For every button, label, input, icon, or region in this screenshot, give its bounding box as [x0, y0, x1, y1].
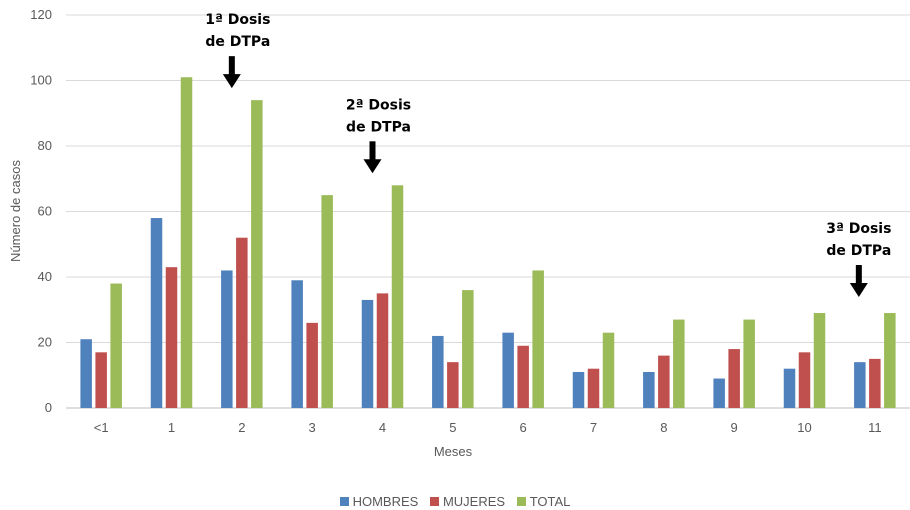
- y-tick-label: 60: [38, 204, 52, 219]
- bar-total-7: [602, 332, 615, 408]
- bar-total-6: [532, 270, 544, 408]
- bar-mujeres-3: [306, 322, 318, 408]
- down-arrow-head-icon: [849, 283, 868, 298]
- bar-mujeres-2: [236, 237, 248, 408]
- y-axis-label: Número de casos: [8, 160, 23, 262]
- bars: [80, 77, 896, 409]
- bar-chart: 0 20 40 60 80 100 120 <1 1 2 3 4 5 6 7 8 9 10 11 1ª Dosis d…: [8, 7, 910, 459]
- bar-hombres-7: [572, 371, 585, 408]
- bar-hombres-4: [361, 299, 374, 408]
- bar-hombres-5: [432, 335, 444, 408]
- bar-mujeres-lt1: [95, 352, 107, 408]
- legend-item-mujeres: MUJERES: [429, 494, 506, 509]
- bar-total-3: [321, 195, 333, 408]
- x-tick-label: 2: [238, 420, 245, 435]
- legend-swatch-hombres: [339, 497, 349, 506]
- x-tick-label: 1: [168, 420, 175, 435]
- bar-hombres-2: [221, 270, 233, 408]
- y-tick-label: 120: [30, 7, 52, 22]
- x-axis-label: Meses: [434, 444, 473, 459]
- y-tick-label: 80: [38, 138, 52, 153]
- bar-mujeres-1: [165, 267, 178, 408]
- annotation-text: de DTPa: [346, 119, 411, 135]
- x-tick-label: 6: [520, 420, 527, 435]
- bar-total-8: [673, 319, 685, 408]
- bar-hombres-1: [150, 218, 163, 408]
- legend-label-mujeres: MUJERES: [442, 494, 506, 509]
- legend-swatch-mujeres: [429, 497, 439, 506]
- bar-mujeres-5: [447, 362, 459, 408]
- bar-total-2: [251, 100, 263, 409]
- bar-mujeres-11: [869, 358, 881, 408]
- legend-item-hombres: HOMBRES: [339, 494, 419, 509]
- y-tick-label: 20: [38, 335, 52, 350]
- down-arrow-head-icon: [222, 74, 241, 89]
- y-tick-label: 0: [45, 400, 52, 415]
- down-arrow-head-icon: [363, 159, 382, 174]
- bar-mujeres-4: [376, 293, 389, 408]
- bar-mujeres-7: [587, 368, 600, 408]
- annotation-text: de DTPa: [826, 243, 891, 259]
- bar-hombres-6: [502, 332, 514, 408]
- bar-total-lt1: [110, 283, 122, 408]
- x-tick-label: 4: [379, 420, 386, 435]
- x-tick-label: 8: [660, 420, 667, 435]
- x-tick-label: <1: [94, 420, 109, 435]
- x-tick-label: 5: [449, 420, 456, 435]
- bar-hombres-3: [291, 280, 303, 408]
- bar-total-1: [180, 77, 193, 408]
- annotation-text: 2ª Dosis: [346, 97, 411, 113]
- bar-total-9: [743, 319, 755, 408]
- bar-mujeres-6: [517, 345, 529, 408]
- bar-hombres-10: [783, 368, 796, 408]
- bar-total-10: [813, 313, 826, 408]
- legend-label-hombres: HOMBRES: [352, 494, 419, 509]
- down-arrow-icon: [228, 56, 235, 77]
- x-tick-label: 7: [590, 420, 597, 435]
- legend-swatch-total: [516, 497, 526, 506]
- annotation-text: 3ª Dosis: [826, 221, 891, 237]
- y-tick-label: 100: [30, 73, 52, 88]
- bar-mujeres-9: [728, 349, 740, 408]
- x-tick-label: 10: [797, 420, 811, 435]
- bar-hombres-9: [713, 378, 725, 408]
- bar-mujeres-8: [658, 355, 670, 408]
- bar-total-5: [462, 290, 474, 408]
- down-arrow-icon: [369, 141, 376, 162]
- legend-label-total: TOTAL: [529, 494, 571, 509]
- legend: HOMBRES MUJERES TOTAL: [0, 494, 910, 509]
- annotation-text: de DTPa: [205, 34, 270, 50]
- bar-total-4: [391, 185, 404, 408]
- annotations: 1ª Dosis de DTPa 2ª Dosis de DTPa 3ª Dosis de…: [205, 12, 891, 298]
- x-tick-label: 11: [868, 420, 882, 435]
- tick-labels: 0 20 40 60 80 100 120 <1 1 2 3 4 5 6 7 8 9 10 11: [30, 7, 881, 435]
- bar-hombres-8: [643, 371, 655, 408]
- x-tick-label: 9: [731, 420, 738, 435]
- down-arrow-icon: [855, 265, 862, 286]
- y-tick-label: 40: [38, 269, 52, 284]
- annotation-text: 1ª Dosis: [205, 12, 270, 28]
- bar-hombres-lt1: [80, 339, 92, 408]
- x-tick-label: 3: [309, 420, 316, 435]
- gridlines: [66, 14, 910, 409]
- legend-item-total: TOTAL: [516, 494, 571, 509]
- bar-hombres-11: [854, 362, 866, 408]
- bar-mujeres-10: [798, 352, 811, 408]
- bar-total-11: [884, 313, 896, 408]
